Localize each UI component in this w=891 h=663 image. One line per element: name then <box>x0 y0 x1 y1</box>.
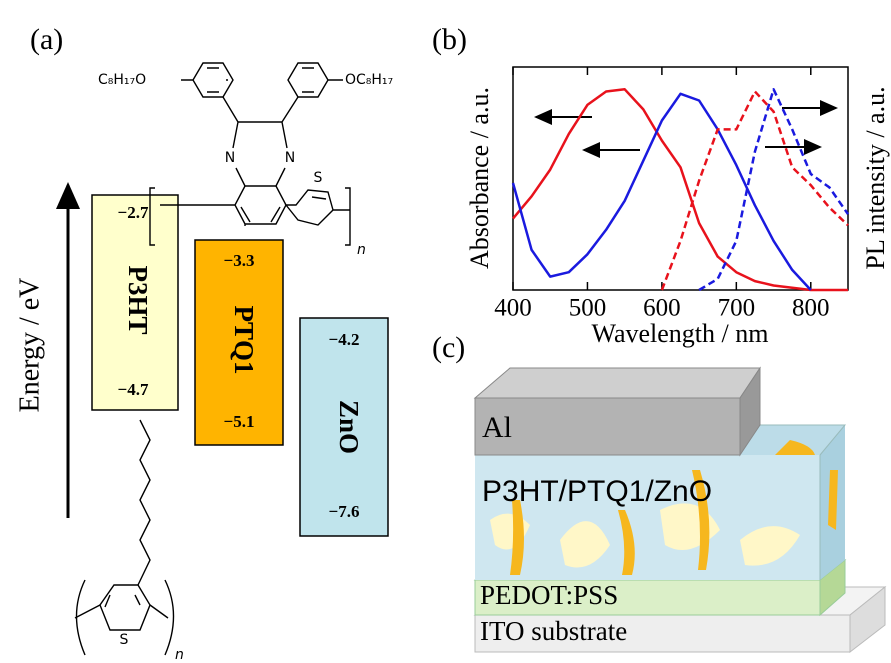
lumo-label: −4.2 <box>329 330 360 349</box>
plot-frame <box>513 67 848 290</box>
x-axis-label: Wavelength / nm <box>592 319 769 348</box>
repeat-index: n <box>175 647 184 663</box>
spectrum-line <box>513 89 848 290</box>
spectrum-line <box>662 92 848 291</box>
side-chain: C₈H₁₇O <box>98 72 146 88</box>
homo-label: −7.6 <box>329 502 360 521</box>
homo-label: −4.7 <box>118 380 149 399</box>
figure: (a) Energy / eV −2.7 P3HT −4.7 −3.3 PTQ1… <box>0 0 891 663</box>
p3ht-structure: S n <box>75 420 184 663</box>
atom: S <box>314 170 323 186</box>
x-tick-label: 600 <box>643 295 681 322</box>
atom: N <box>285 150 295 166</box>
atom: N <box>225 150 235 166</box>
energy-axis-label: Energy / eV <box>14 278 45 413</box>
side-chain: OC₈H₁₇ <box>345 72 393 88</box>
y2-axis-label: PL intensity / a.u. <box>861 86 890 269</box>
material-name: ZnO <box>334 400 364 454</box>
layer-label: P3HT/PTQ1/ZnO <box>482 475 712 508</box>
device-stack: Al P3HT/PTQ1/ZnO PEDOT:PSS ITO substrate <box>475 368 885 652</box>
spectrum-line <box>513 94 811 290</box>
layer-label: PEDOT:PSS <box>480 580 618 610</box>
panel-label: (a) <box>30 23 63 56</box>
homo-label: −5.1 <box>224 412 255 431</box>
lumo-label: −2.7 <box>118 203 149 222</box>
atom: S <box>120 632 129 648</box>
x-tick-label: 800 <box>792 295 830 322</box>
lumo-label: −3.3 <box>224 251 255 270</box>
x-tick-label: 400 <box>494 295 532 322</box>
panel-label: (c) <box>432 331 465 364</box>
layer-label: Al <box>482 411 512 444</box>
repeat-index: n <box>357 242 366 258</box>
x-tick-label: 700 <box>718 295 756 322</box>
y-axis-label: Absorbance / a.u. <box>465 87 494 269</box>
panel-label: (b) <box>432 23 467 56</box>
layer-label: ITO substrate <box>480 616 627 646</box>
material-name: P3HT <box>123 265 153 334</box>
material-name: PTQ1 <box>229 305 259 374</box>
spectra-chart: Absorbance / a.u. PL intensity / a.u. Wa… <box>465 67 890 348</box>
x-tick-label: 500 <box>569 295 607 322</box>
